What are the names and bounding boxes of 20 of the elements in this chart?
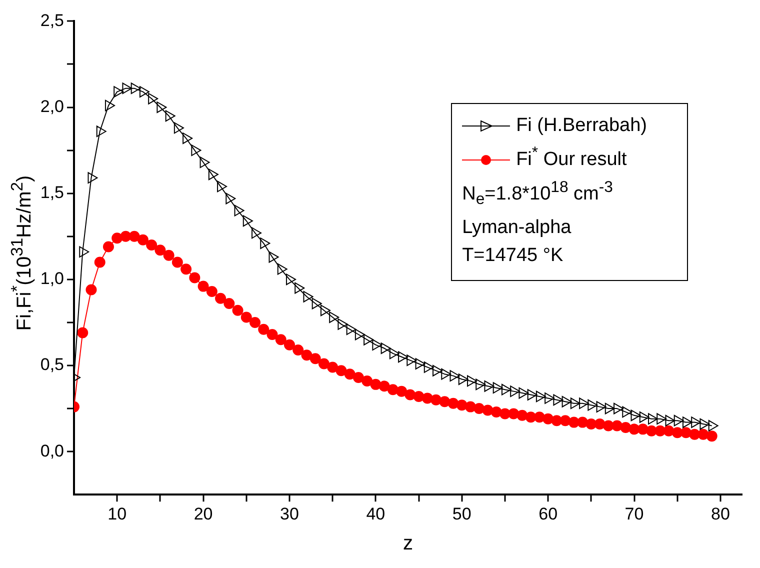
legend-label: Fi (H.Berrabah) (516, 115, 647, 136)
annotation: N$_{e}$=1.8*10$^{18}$ cm$^{-3}$ (462, 178, 614, 210)
y-tick-label: 0,0 (40, 441, 64, 460)
annotation: Lyman-alpha (462, 216, 572, 240)
x-axis-title: z (403, 532, 413, 555)
x-tick-label: 30 (280, 504, 299, 524)
x-tick-label: 50 (452, 504, 472, 524)
x-tick-label: 70 (624, 504, 644, 524)
y-tick-label: 1,0 (40, 269, 64, 288)
x-tick-label: 10 (108, 504, 127, 524)
y-tick-label: 1,5 (40, 183, 64, 202)
x-tick-label: 80 (710, 504, 730, 524)
x-tick-label: 20 (194, 504, 213, 524)
annotation: T=14745 °K (462, 244, 564, 268)
legend-label: Fi$^{*}$ Our result (516, 145, 627, 170)
y-tick-label: 2,5 (40, 10, 64, 30)
y-tick-label: 0,5 (40, 355, 64, 374)
x-tick-label: 40 (366, 504, 386, 524)
y-tick-label: 2,0 (40, 96, 64, 116)
x-tick-label: 60 (538, 504, 558, 524)
